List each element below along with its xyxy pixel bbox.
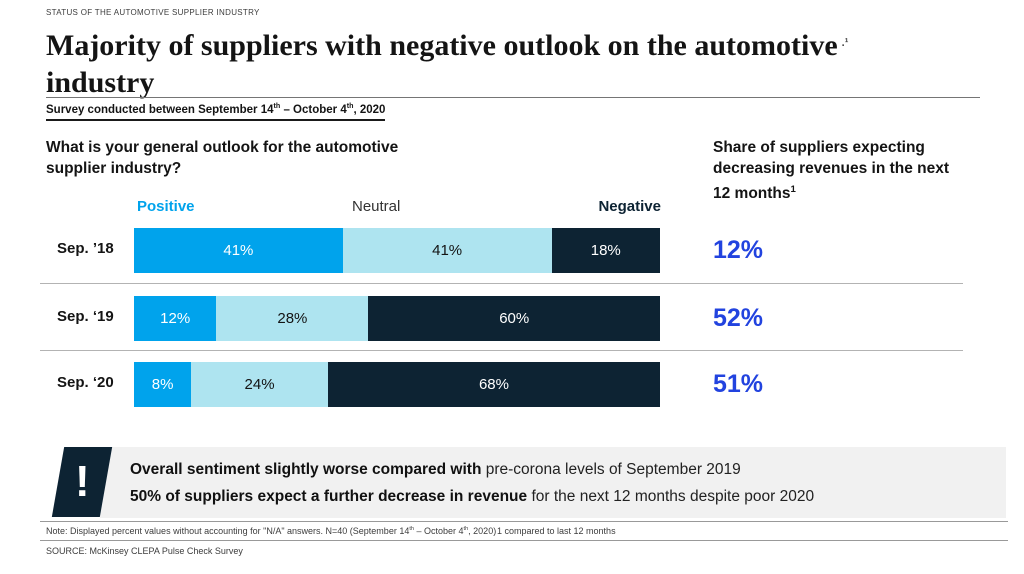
stacked-bar: 12% 28% 60% (134, 296, 660, 341)
legend-neutral: Neutral (352, 198, 401, 215)
share-value: 12% (713, 236, 764, 264)
row-label: Sep. ‘19 (57, 308, 114, 325)
survey-dates-label: Survey conducted between September 14th … (46, 102, 386, 121)
note-sup: th (409, 526, 414, 532)
legend-negative: Negative (598, 198, 661, 215)
note-part: , 2020) (468, 526, 497, 536)
stacked-bar: 8% 24% 68% (134, 362, 661, 407)
bar-segment-neutral: 41% (342, 228, 552, 273)
note-sup: th (463, 526, 469, 532)
footer-divider (40, 521, 1008, 522)
callout-line1-bold: Overall sentiment slightly worse compare… (130, 460, 482, 478)
bar-segment-positive: 8% (134, 362, 192, 407)
bar-segment-neutral: 24% (191, 362, 328, 407)
callout-line1-rest: pre-corona levels of September 2019 (481, 460, 741, 478)
bar-segment-positive: 12% (134, 296, 217, 341)
share-value: 52% (713, 304, 764, 332)
page-title: Majority of suppliers with negative outl… (46, 25, 848, 101)
title-divider (46, 97, 980, 98)
title-line1: Majority of suppliers with negative outl… (46, 29, 838, 62)
callout-line2-rest: for the next 12 months despite poor 2020 (527, 487, 815, 505)
callout-line-1: Overall sentiment slightly worse compare… (130, 456, 1006, 483)
row-divider (40, 350, 963, 351)
bar-segment-positive: 41% (134, 228, 343, 273)
stacked-bar: 41% 41% 18% (134, 228, 660, 273)
share-value: 51% (713, 370, 764, 398)
bar-segment-negative: 18% (551, 228, 660, 273)
share-column-title: Share of suppliers expecting decreasing … (713, 139, 950, 203)
row-label: Sep. ’18 (57, 240, 114, 257)
share-column-header: Share of suppliers expecting decreasing … (713, 137, 965, 204)
row-divider (40, 283, 963, 284)
bar-segment-neutral: 28% (216, 296, 369, 341)
footnote-1: 1 compared to last 12 months (497, 526, 616, 536)
chart-question: What is your general outlook for the aut… (46, 139, 399, 177)
bar-segment-negative: 60% (368, 296, 660, 341)
survey-text: – October 4 (280, 103, 347, 116)
callout-line2-bold: 50% of suppliers expect a further decrea… (130, 487, 528, 505)
share-column-title-sup: 1 (790, 184, 796, 195)
title-footnote-marker: .¹ (841, 37, 849, 49)
survey-text: Survey conducted between September 14 (46, 103, 274, 116)
callout-line-2: 50% of suppliers expect a further decrea… (130, 483, 1006, 510)
row-label: Sep. ‘20 (57, 374, 114, 391)
footer-divider (40, 540, 1008, 541)
chart-row: Sep. ’18 41% 41% 18% (0, 228, 1024, 273)
chart-row: Sep. ‘20 8% 24% 68% (0, 362, 1024, 407)
exclamation-glyph: ! (74, 457, 90, 506)
survey-sup: th (346, 102, 354, 110)
chart-row: Sep. ‘19 12% 28% 60% (0, 296, 1024, 341)
source-text: SOURCE: McKinsey CLEPA Pulse Check Surve… (46, 546, 243, 556)
survey-text: , 2020 (353, 103, 386, 116)
survey-sup: th (273, 102, 281, 110)
callout-box: Overall sentiment slightly worse compare… (100, 447, 1006, 518)
title-line2: industry (46, 66, 155, 99)
eyebrow-label: STATUS OF THE AUTOMOTIVE SUPPLIER INDUST… (46, 8, 260, 17)
note-part: Note: Displayed percent values without a… (46, 526, 410, 536)
note-text: Note: Displayed percent values without a… (46, 526, 496, 536)
bar-segment-negative: 68% (327, 362, 661, 407)
legend-positive: Positive (137, 198, 195, 215)
note-part: – October 4 (413, 526, 464, 536)
